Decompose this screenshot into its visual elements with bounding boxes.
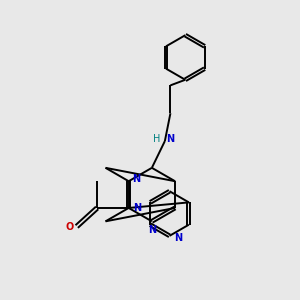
Text: N: N xyxy=(132,174,140,184)
Text: H: H xyxy=(153,134,160,144)
Text: N: N xyxy=(133,203,141,213)
Text: N: N xyxy=(174,233,182,243)
Text: N: N xyxy=(166,134,174,144)
Text: N: N xyxy=(148,224,156,235)
Text: O: O xyxy=(66,221,74,232)
